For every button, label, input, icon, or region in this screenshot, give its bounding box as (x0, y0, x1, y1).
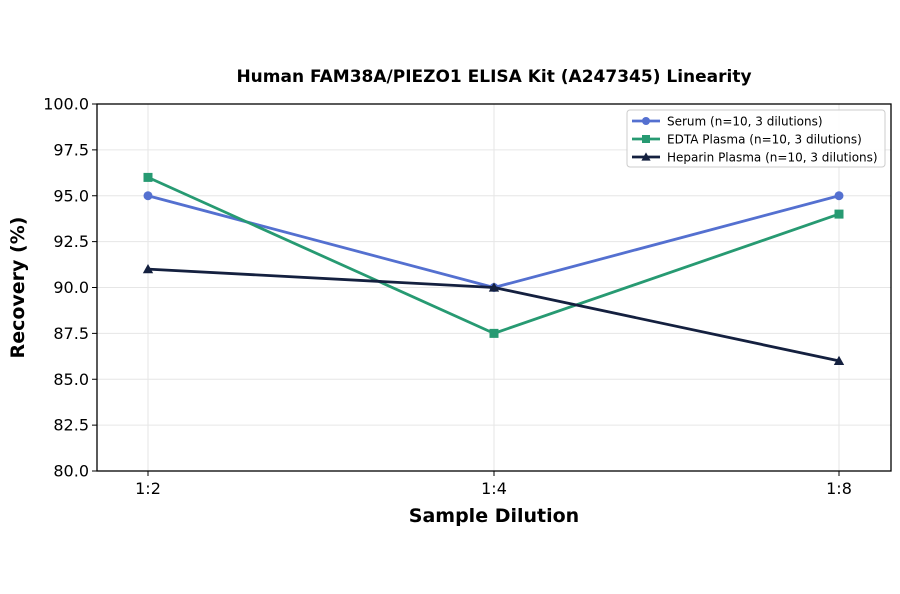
data-point (488, 282, 500, 292)
y-tick-label: 80.0 (53, 462, 89, 481)
data-point (834, 209, 844, 219)
data-point (489, 328, 499, 338)
legend-label: Heparin Plasma (n=10, 3 dilutions) (667, 151, 878, 165)
series-layer (142, 172, 845, 366)
data-point (142, 263, 154, 274)
x-tick-label: 1:2 (135, 479, 161, 498)
y-tick-label: 92.5 (53, 232, 89, 251)
y-axis-ticks: 80.0 82.5 85.0 87.5 90.0 92.5 95.0 97.5 100.0 (43, 95, 97, 481)
x-axis-label: Sample Dilution (409, 505, 579, 527)
legend-item: Serum (n=10, 3 dilutions) (632, 115, 823, 129)
x-tick-label: 1:4 (481, 479, 507, 498)
y-axis-label: Recovery (%) (7, 217, 29, 359)
series-3 (142, 263, 845, 366)
y-tick-label: 100.0 (43, 95, 89, 114)
y-tick-label: 90.0 (53, 278, 89, 297)
legend-label: EDTA Plasma (n=10, 3 dilutions) (667, 133, 862, 147)
legend-label: Serum (n=10, 3 dilutions) (667, 115, 823, 129)
legend-marker (641, 152, 651, 161)
legend-item: EDTA Plasma (n=10, 3 dilutions) (632, 133, 862, 147)
chart-title: Human FAM38A/PIEZO1 ELISA Kit (A247345) … (236, 67, 751, 87)
legend-item: Heparin Plasma (n=10, 3 dilutions) (632, 151, 878, 165)
data-point (833, 355, 845, 366)
legend-box (626, 109, 886, 168)
y-tick-label: 87.5 (53, 324, 89, 343)
data-point (143, 172, 153, 182)
y-tick-label: 85.0 (53, 370, 89, 389)
data-point (143, 191, 153, 201)
x-axis-ticks: 1:2 1:4 1:8 (135, 471, 852, 498)
data-point (834, 191, 844, 201)
legend: Serum (n=10, 3 dilutions) EDTA Plasma (n=… (626, 109, 886, 168)
y-tick-label: 95.0 (53, 186, 89, 205)
y-tick-label: 82.5 (53, 416, 89, 435)
y-tick-label: 97.5 (53, 140, 89, 159)
x-tick-label: 1:8 (826, 479, 852, 498)
legend-marker (642, 135, 650, 143)
series-2 (143, 172, 844, 338)
legend-marker (642, 117, 650, 125)
